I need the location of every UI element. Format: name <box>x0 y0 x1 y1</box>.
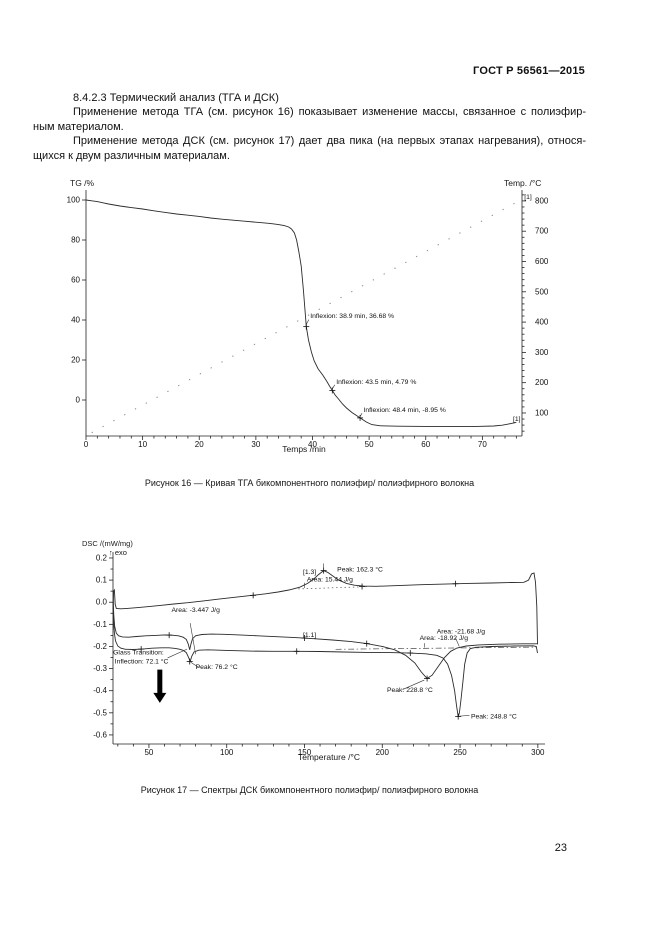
svg-text:Inflexion: 38.9 min, 36.68 %: Inflexion: 38.9 min, 36.68 % <box>310 313 394 320</box>
svg-text:10: 10 <box>138 440 147 449</box>
body-line: Применение метода ДСК (см. рисунок 17) д… <box>73 135 586 148</box>
svg-text:Peak: 76.2 °C: Peak: 76.2 °C <box>196 663 238 671</box>
svg-text:500: 500 <box>535 287 549 296</box>
svg-text:Area: -3.447 J/g: Area: -3.447 J/g <box>171 607 220 614</box>
svg-text:-0.2: -0.2 <box>93 642 107 651</box>
svg-text:60: 60 <box>71 276 80 285</box>
svg-text:100: 100 <box>535 408 549 417</box>
svg-text:20: 20 <box>195 440 204 449</box>
svg-text:Area: 15.44 J/g: Area: 15.44 J/g <box>307 577 353 584</box>
svg-text:200: 200 <box>535 378 549 387</box>
tga-series <box>91 201 517 434</box>
body-line: ным материалом. <box>33 120 124 133</box>
svg-text:0.0: 0.0 <box>96 598 108 607</box>
svg-text:-0.3: -0.3 <box>93 664 107 673</box>
svg-text:Peak: 248.8 °C: Peak: 248.8 °C <box>471 712 517 720</box>
svg-text:-0.1: -0.1 <box>93 620 107 629</box>
svg-text:60: 60 <box>421 440 430 449</box>
svg-text:Inflexion: 43.5 min, 4.79 %: Inflexion: 43.5 min, 4.79 % <box>336 379 416 386</box>
body-line: щихся к двум различным материалам. <box>33 149 230 162</box>
svg-text:100: 100 <box>67 196 81 205</box>
svg-text:800: 800 <box>535 196 549 205</box>
dsc-series <box>112 570 538 645</box>
svg-text:250: 250 <box>453 748 467 757</box>
svg-text:70: 70 <box>478 440 487 449</box>
tga-x-axis-label: Temps /min <box>282 444 326 454</box>
svg-text:Glass Transition:: Glass Transition: <box>113 650 164 657</box>
svg-text:100: 100 <box>220 748 234 757</box>
svg-text:-0.4: -0.4 <box>93 686 107 695</box>
dsc-y-axis-label: DSC /(mW/mg) <box>82 539 133 548</box>
svg-text:Inflexion: 48.4 min, -8.95 %: Inflexion: 48.4 min, -8.95 % <box>363 407 445 414</box>
svg-text:700: 700 <box>535 227 549 236</box>
svg-text:400: 400 <box>535 318 549 327</box>
svg-text:[1.3]: [1.3] <box>303 569 316 576</box>
svg-text:200: 200 <box>376 748 390 757</box>
body-line: Применение метода ТГА (см. рисунок 16) п… <box>73 106 586 119</box>
svg-text:Area: -21.68 J/g: Area: -21.68 J/g <box>437 629 486 636</box>
section-heading: 8.4.2.3 Термический анализ (ТГА и ДСК) <box>73 92 279 104</box>
svg-text:-0.6: -0.6 <box>93 730 107 739</box>
tga-series <box>85 199 517 428</box>
dsc-x-axis-label: Temperature /°C <box>298 752 360 762</box>
svg-text:300: 300 <box>535 348 549 357</box>
body-text: 8.4.2.3 Термический анализ (ТГА и ДСК) П… <box>33 91 586 163</box>
svg-text:600: 600 <box>535 257 549 266</box>
dsc-series <box>335 646 537 650</box>
figure-16-caption: Рисунок 16 — Кривая ТГА бикомпонентного … <box>144 478 475 488</box>
svg-text:40: 40 <box>308 440 317 449</box>
svg-text:Area: -18.92 J/g: Area: -18.92 J/g <box>420 635 469 642</box>
svg-text:300: 300 <box>531 748 545 757</box>
svg-text:0.1: 0.1 <box>96 576 108 585</box>
svg-text:50: 50 <box>365 440 374 449</box>
figure-17-caption: Рисунок 17 — Спектры ДСК бикомпонентного… <box>140 785 479 795</box>
svg-text:[1]: [1] <box>513 416 521 423</box>
dsc-series <box>112 606 538 717</box>
dsc-exo-direction-label: ↑ exo <box>109 548 127 557</box>
dsc-series <box>112 602 538 680</box>
svg-text:[1]: [1] <box>524 194 532 201</box>
heating-direction-arrow <box>153 669 167 703</box>
svg-text:40: 40 <box>71 316 80 325</box>
svg-text:Peak: 162.3 °C: Peak: 162.3 °C <box>337 566 383 574</box>
svg-text:80: 80 <box>71 236 80 245</box>
page-header: ГОСТ Р 56561—2015 <box>473 65 585 77</box>
svg-text:150: 150 <box>298 748 312 757</box>
tga-right-axis-label: Temp. /°C <box>504 178 542 188</box>
svg-text:Inflection: 72.1 °C: Inflection: 72.1 °C <box>115 657 169 665</box>
dsc-series <box>298 586 367 590</box>
page-number: 23 <box>554 842 567 854</box>
dsc-chart: 50 100 150 200 250 300 0.2 0.1 0.0 -0.1 -0.2 -0.3 -0… <box>93 552 545 757</box>
svg-text:Peak: 228.8 °C: Peak: 228.8 °C <box>387 686 433 694</box>
svg-text:0.2: 0.2 <box>96 553 108 562</box>
svg-text:-0.5: -0.5 <box>93 708 107 717</box>
svg-text:[1.1]: [1.1] <box>303 632 316 639</box>
svg-text:30: 30 <box>251 440 260 449</box>
svg-text:20: 20 <box>71 356 80 365</box>
svg-text:0: 0 <box>76 396 81 405</box>
tga-chart: 0 10 20 30 40 50 60 700204060801001002003004005… <box>67 190 549 449</box>
svg-text:0: 0 <box>84 440 89 449</box>
tga-y-axis-label: TG /% <box>70 178 95 188</box>
svg-text:50: 50 <box>144 748 153 757</box>
